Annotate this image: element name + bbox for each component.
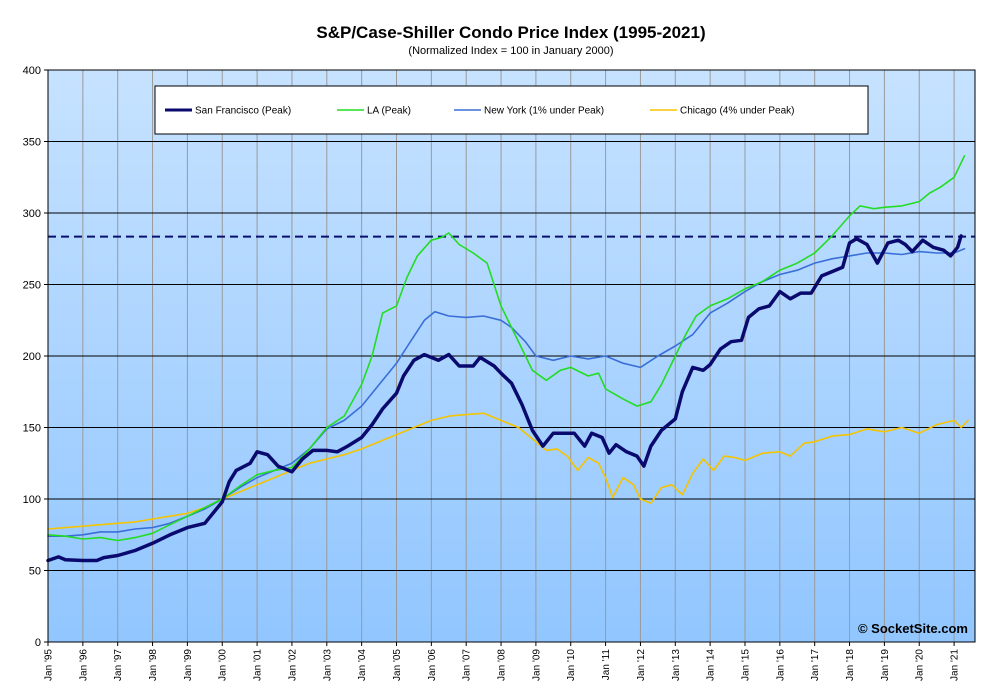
y-tick-label: 0 (35, 637, 41, 649)
x-tick-label: Jan '06 (427, 649, 438, 681)
x-tick-label: Jan '03 (322, 649, 333, 681)
x-tick-label: Jan '00 (218, 649, 229, 681)
x-tick-label: Jan '04 (357, 649, 368, 681)
y-tick-label: 150 (23, 423, 41, 435)
series-line-3 (47, 412, 969, 530)
legend-label: Chicago (4% under Peak) (680, 106, 795, 117)
x-tick-label: Jan '16 (775, 649, 786, 681)
x-tick-label: Jan '15 (740, 649, 751, 681)
x-tick-label: Jan '05 (392, 649, 403, 681)
y-tick-label: 50 (29, 566, 41, 578)
x-tick-label: Jan '14 (706, 649, 717, 681)
legend-label: LA (Peak) (367, 106, 411, 117)
x-tick-label: Jan '12 (636, 649, 647, 681)
x-axis: Jan '95 Jan '96 Jan '97 Jan '98 Jan '99 Jan '… (44, 642, 961, 681)
legend: San Francisco (Peak) LA (Peak) New York (1… (154, 85, 869, 135)
x-tick-label: Jan '98 (148, 649, 159, 681)
x-tick-label: Jan '96 (78, 649, 89, 681)
y-axis: 0 50 100 150 200 250 300 350 400 (23, 65, 48, 649)
y-tick-label: 200 (23, 351, 41, 363)
legend-box (154, 85, 869, 135)
y-tick-label: 100 (23, 494, 41, 506)
x-tick-label: Jan '07 (462, 649, 473, 681)
x-tick-label: Jan '17 (810, 649, 821, 681)
x-tick-label: Jan '02 (287, 649, 298, 681)
x-tick-label: Jan '19 (880, 649, 891, 681)
y-tick-label: 300 (23, 208, 41, 220)
chart-subtitle: (Normalized Index = 100 in January 2000) (408, 45, 613, 57)
x-tick-label: Jan '08 (497, 649, 508, 681)
y-tick-label: 350 (23, 137, 41, 149)
x-tick-label: Jan '13 (671, 649, 682, 681)
legend-label: San Francisco (Peak) (195, 106, 291, 117)
x-tick-label: Jan '20 (915, 649, 926, 681)
x-tick-label: Jan '09 (531, 649, 542, 681)
chart-title: S&P/Case-Shiller Condo Price Index (1995… (316, 23, 705, 42)
x-tick-label: Jan '97 (113, 649, 124, 681)
x-tick-label: Jan '99 (183, 649, 194, 681)
series-line-1 (47, 155, 966, 542)
x-tick-label: Jan '21 (950, 649, 961, 681)
x-tick-label: Jan '11 (601, 649, 612, 681)
x-tick-label: Jan '10 (566, 649, 577, 681)
x-tick-label: Jan '01 (253, 649, 264, 681)
y-tick-label: 250 (23, 280, 41, 292)
credit-text: © SocketSite.com (858, 621, 968, 636)
legend-label: New York (1% under Peak) (484, 106, 604, 117)
series-line-2 (47, 248, 966, 537)
series-line-0 (46, 234, 963, 563)
x-tick-label: Jan '18 (845, 649, 856, 681)
series-group (46, 155, 969, 563)
x-tick-label: Jan '95 (44, 649, 55, 681)
y-tick-label: 400 (23, 65, 41, 77)
